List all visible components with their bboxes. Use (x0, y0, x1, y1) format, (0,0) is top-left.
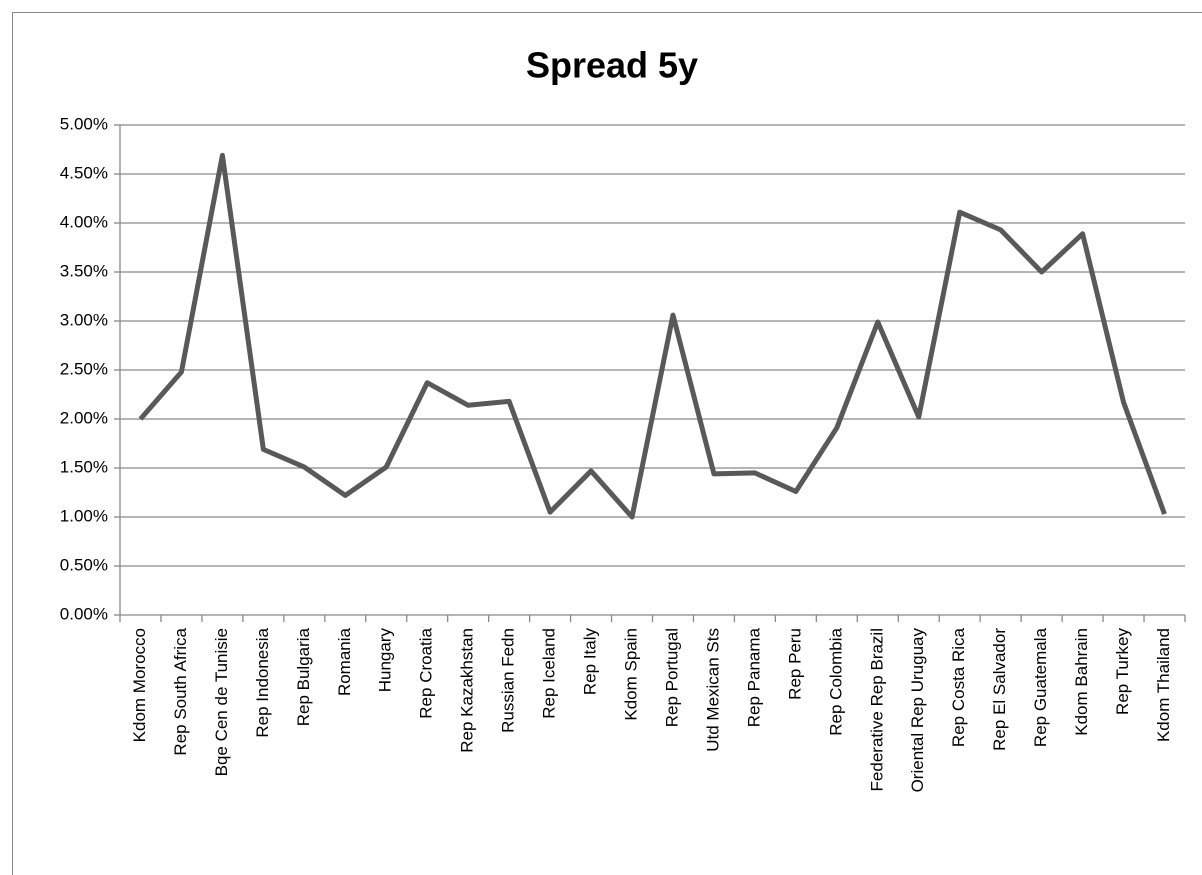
x-tick-label: Rep Portugal (662, 628, 681, 727)
x-tick-label: Rep Italy (581, 628, 600, 696)
x-tick-label: Rep Iceland (540, 628, 559, 719)
x-tick-label: Rep El Salvador (990, 628, 1009, 751)
x-tick-label: Utd Mexican Sts (703, 628, 722, 752)
y-tick-label: 2.00% (60, 408, 108, 427)
y-tick-label: 0.50% (60, 555, 108, 574)
y-tick-label: 4.50% (60, 163, 108, 182)
x-tick-label: Romania (335, 627, 354, 696)
x-tick-label: Oriental Rep Uruguay (908, 628, 927, 793)
x-tick-label: Rep Peru (785, 628, 804, 700)
x-tick-label: Kdom Spain (622, 628, 641, 721)
chart-frame (12, 12, 1202, 875)
y-tick-label: 2.50% (60, 359, 108, 378)
x-tick-label: Rep Panama (744, 627, 763, 727)
x-tick-label: Rep Kazakhstan (458, 628, 477, 753)
y-tick-label: 4.00% (60, 212, 108, 231)
x-tick-label: Rep Costa Rica (949, 627, 968, 747)
x-tick-label: Kdom Morocco (130, 628, 149, 742)
x-tick-label: Rep Turkey (1113, 628, 1132, 715)
y-tick-label: 0.00% (60, 604, 108, 623)
y-tick-label: 1.00% (60, 506, 108, 525)
x-tick-label: Russian Fedn (499, 628, 518, 733)
x-tick-label: Rep Bulgaria (294, 627, 313, 726)
y-tick-label: 3.00% (60, 310, 108, 329)
x-tick-label: Rep Colombia (826, 627, 845, 735)
data-line (138, 152, 1167, 520)
x-tick-label: Kdom Thailand (1154, 628, 1173, 742)
y-tick-label: 3.50% (60, 261, 108, 280)
y-tick-label: 5.00% (60, 114, 108, 133)
x-tick-label: Federative Rep Brazil (867, 628, 886, 791)
y-tick-label: 1.50% (60, 457, 108, 476)
x-tick-label: Rep Indonesia (253, 627, 272, 737)
x-tick-label: Hungary (376, 628, 395, 693)
x-tick-label: Rep Guatemala (1031, 627, 1050, 747)
x-tick-label: Rep Croatia (417, 627, 436, 718)
x-tick-label: Rep South Africa (171, 627, 190, 755)
x-tick-label: Bqe Cen de Tunisie (212, 628, 231, 776)
chart-title: Spread 5y (526, 45, 698, 86)
x-tick-label: Kdom Bahrain (1072, 628, 1091, 736)
